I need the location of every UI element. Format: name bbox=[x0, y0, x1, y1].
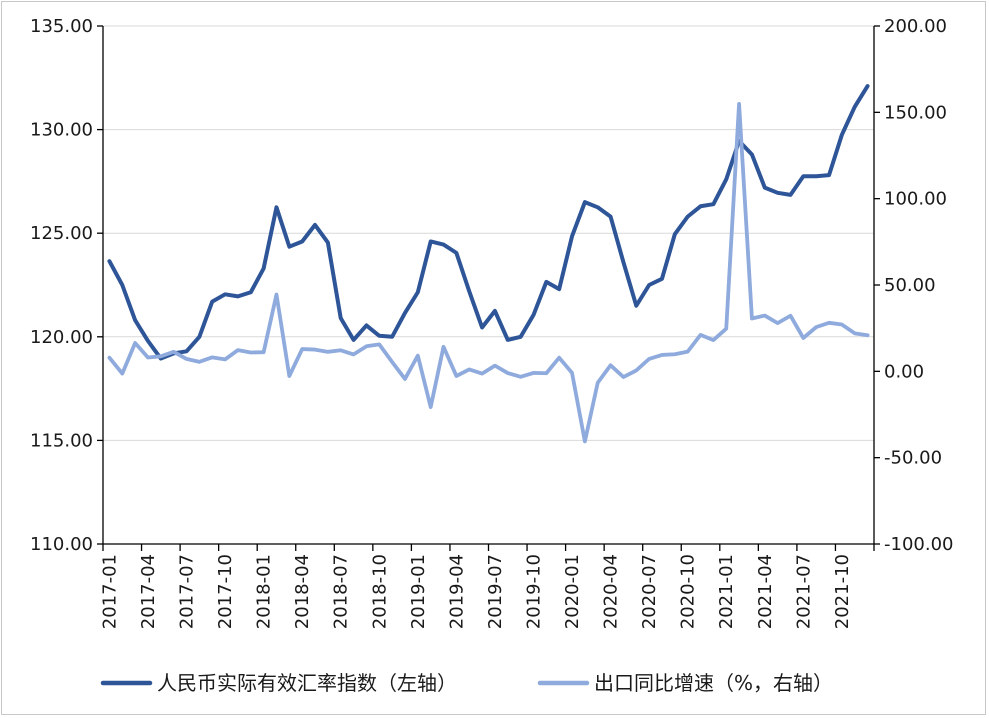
series-line-1 bbox=[107, 101, 870, 444]
x-tick-label: 2018-01 bbox=[254, 554, 275, 629]
right-tick-label: -50.00 bbox=[884, 448, 942, 469]
legend: 人民币实际有效汇率指数（左轴） 出口同比增速（%，右轴） bbox=[100, 671, 833, 695]
left-tick-label: 115.00 bbox=[30, 430, 93, 451]
left-axis-ticks: 110.00 115.00 120.00 125.00 130.00 135.00 bbox=[30, 16, 103, 555]
x-tick-label: 2018-07 bbox=[331, 554, 352, 629]
right-tick-label: -100.00 bbox=[884, 534, 953, 555]
axes bbox=[102, 26, 875, 545]
x-tick-label: 2021-07 bbox=[793, 554, 814, 629]
right-tick-label: 100.00 bbox=[884, 189, 947, 210]
gridlines bbox=[103, 25, 874, 441]
left-tick-label: 110.00 bbox=[30, 534, 93, 555]
right-axis-ticks: -100.00 -50.00 0.00 50.00 100.00 150.00 200.00 bbox=[874, 16, 953, 555]
left-tick-label: 120.00 bbox=[30, 327, 93, 348]
right-tick-label: 50.00 bbox=[884, 275, 936, 296]
x-tick-label: 2017-01 bbox=[99, 554, 120, 629]
x-axis-ticks: 2017-01 2017-04 2017-07 2017-10 2018-01 2018-… bbox=[99, 544, 875, 629]
right-tick-label: 200.00 bbox=[884, 16, 947, 37]
x-tick-label: 2018-10 bbox=[369, 554, 390, 629]
x-tick-label: 2021-04 bbox=[755, 554, 776, 629]
x-tick-label: 2019-10 bbox=[523, 554, 544, 629]
x-tick-label: 2019-01 bbox=[408, 554, 429, 629]
x-tick-label: 2021-10 bbox=[832, 554, 853, 629]
x-tick-label: 2017-07 bbox=[177, 554, 198, 629]
x-tick-label: 2017-04 bbox=[138, 554, 159, 629]
x-tick-label: 2018-04 bbox=[292, 554, 313, 629]
x-tick-label: 2019-07 bbox=[485, 554, 506, 629]
series-lines bbox=[107, 84, 870, 444]
x-tick-label: 2020-10 bbox=[678, 554, 699, 629]
x-tick-label: 2020-04 bbox=[601, 554, 622, 629]
legend-label-1: 出口同比增速（%，右轴） bbox=[594, 671, 833, 695]
x-tick-label: 2017-10 bbox=[215, 554, 236, 629]
left-tick-label: 130.00 bbox=[30, 120, 93, 141]
left-tick-label: 125.00 bbox=[30, 223, 93, 244]
right-tick-label: 0.00 bbox=[884, 361, 924, 382]
x-tick-label: 2020-01 bbox=[562, 554, 583, 629]
x-tick-label: 2019-04 bbox=[446, 554, 467, 629]
x-tick-label: 2021-01 bbox=[716, 554, 737, 629]
left-tick-label: 135.00 bbox=[30, 16, 93, 37]
x-tick-label: 2020-07 bbox=[639, 554, 660, 629]
right-tick-label: 150.00 bbox=[884, 102, 947, 123]
legend-label-0: 人民币实际有效汇率指数（左轴） bbox=[157, 671, 457, 695]
